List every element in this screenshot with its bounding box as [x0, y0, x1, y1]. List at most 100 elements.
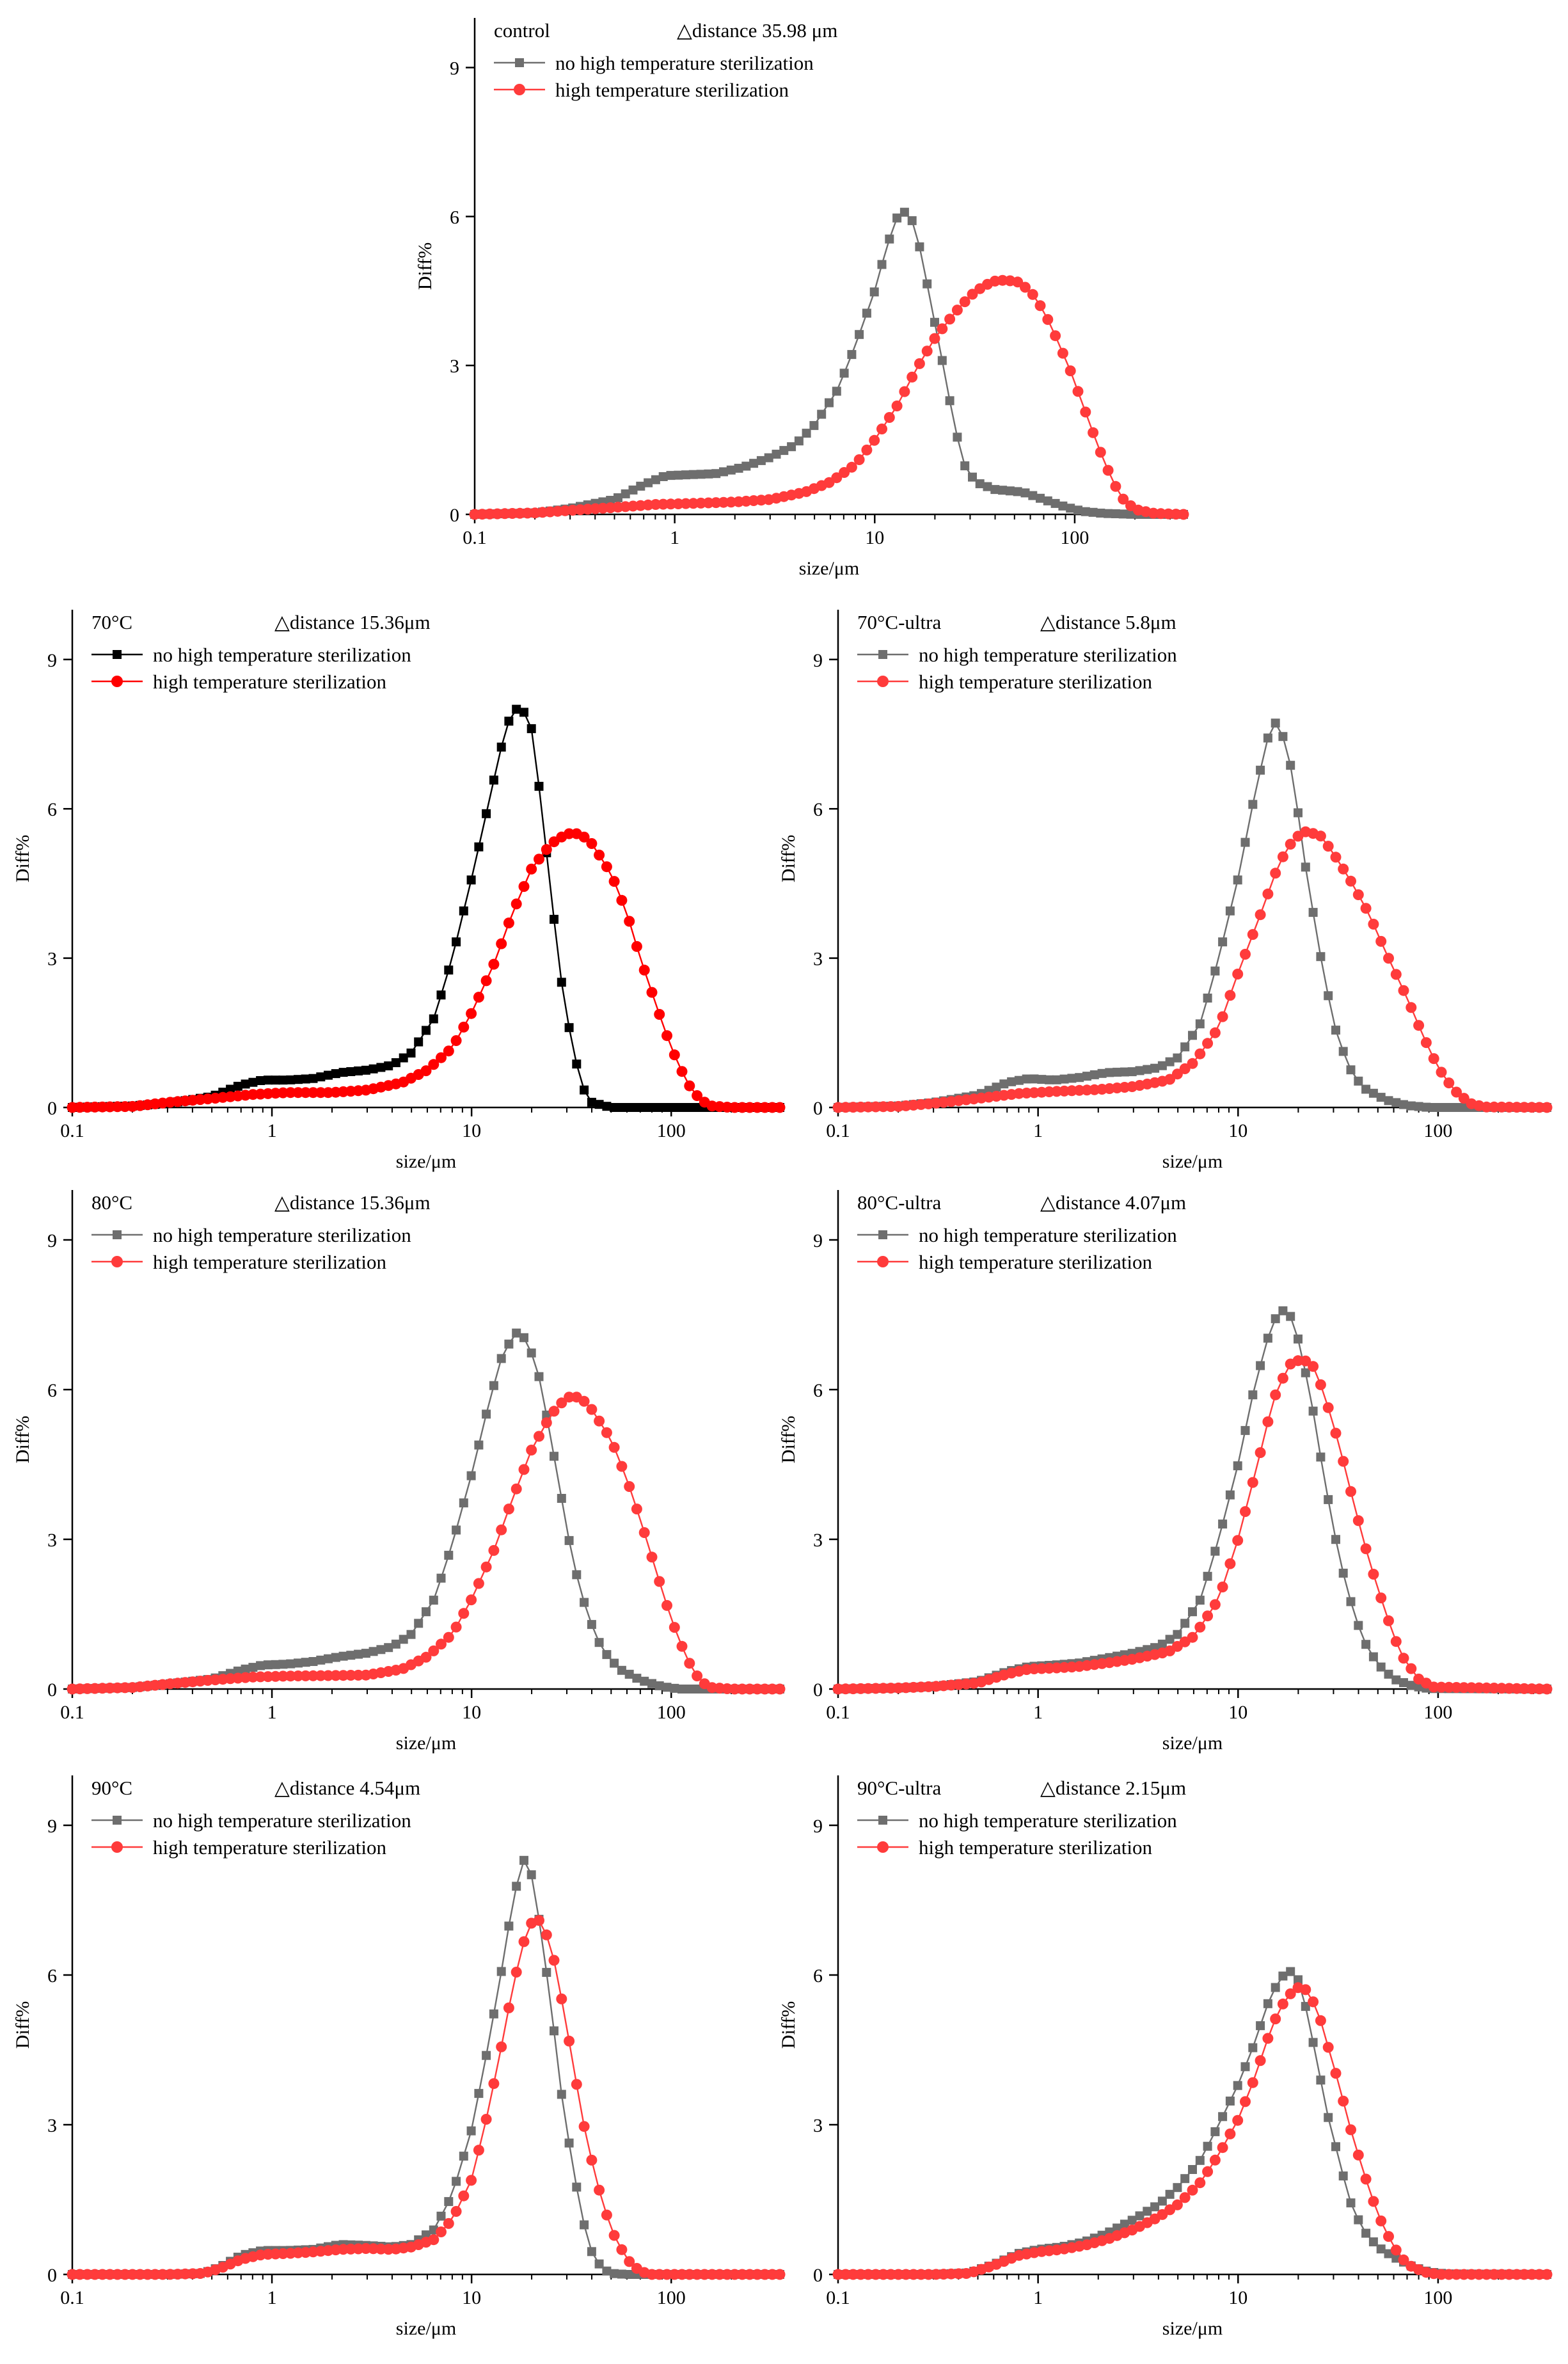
- legend-marker: [113, 1816, 122, 1825]
- data-point: [1338, 863, 1349, 875]
- legend-label: high temperature sterilization: [153, 670, 386, 693]
- x-tick-label: 0.1: [826, 2287, 850, 2308]
- data-point: [1458, 2269, 1469, 2280]
- data-point: [1270, 868, 1281, 879]
- data-point: [608, 876, 620, 887]
- data-point: [512, 1328, 521, 1338]
- data-point: [368, 1647, 378, 1656]
- data-point: [832, 1683, 844, 1695]
- data-point: [572, 1059, 582, 1069]
- data-point: [263, 1075, 273, 1085]
- data-point: [870, 2269, 882, 2280]
- data-point: [1127, 1067, 1137, 1077]
- data-point: [263, 1660, 273, 1670]
- data-point: [444, 1550, 454, 1560]
- data-point: [286, 1659, 296, 1669]
- data-point: [496, 1354, 506, 1363]
- data-point: [548, 1406, 560, 1417]
- data-point: [1225, 2097, 1235, 2106]
- data-point: [946, 2268, 957, 2280]
- data-point: [1118, 509, 1128, 519]
- data-point: [1232, 969, 1244, 980]
- data-point: [1346, 1065, 1356, 1075]
- y-tick-label: 9: [47, 650, 57, 671]
- data-point: [1232, 1535, 1244, 1546]
- data-point: [480, 975, 492, 987]
- data-point: [602, 1650, 612, 1660]
- data-point: [876, 424, 887, 434]
- data-point: [104, 1101, 116, 1113]
- data-point: [443, 1631, 454, 1643]
- data-point: [1240, 1425, 1250, 1435]
- data-point: [1384, 1669, 1393, 1679]
- data-point: [458, 1608, 470, 1619]
- legend-marker: [878, 650, 887, 659]
- data-point: [729, 1683, 740, 1695]
- data-point: [616, 2244, 628, 2255]
- data-point: [661, 1030, 672, 1042]
- data-point: [1511, 1102, 1523, 1113]
- panel-title: 70°C-ultra: [857, 611, 941, 633]
- data-point: [301, 1074, 310, 1084]
- data-point: [1113, 1067, 1122, 1077]
- data-point: [1338, 2095, 1349, 2107]
- y-axis-label: Diff%: [778, 2001, 799, 2049]
- data-point: [846, 461, 857, 473]
- data-point: [1496, 1101, 1507, 1113]
- data-point: [1330, 1427, 1342, 1439]
- data-point: [420, 1651, 432, 1663]
- data-point: [1218, 2112, 1228, 2122]
- data-point: [67, 1102, 78, 1113]
- series-no-sterilization: [834, 1967, 1551, 2279]
- data-point: [436, 1052, 447, 1063]
- y-tick-label: 0: [813, 1679, 823, 1701]
- y-tick-label: 6: [813, 1965, 823, 1987]
- data-point: [744, 1102, 756, 1113]
- data-point: [256, 1076, 265, 1085]
- series-no-sterilization: [470, 207, 1188, 519]
- data-point: [450, 1621, 462, 1633]
- data-point: [1210, 966, 1220, 976]
- data-point: [1533, 2269, 1545, 2280]
- data-point: [646, 1551, 658, 1563]
- data-point: [1262, 1416, 1274, 1427]
- data-point: [602, 1102, 612, 1111]
- legend-marker: [877, 1256, 889, 1267]
- data-point: [255, 1671, 266, 1683]
- data-point: [736, 2269, 748, 2280]
- data-point: [878, 2269, 889, 2280]
- data-point: [300, 1087, 312, 1099]
- data-point: [594, 1638, 604, 1647]
- data-point: [696, 470, 706, 479]
- data-point: [594, 2259, 604, 2269]
- data-point: [1368, 1569, 1379, 1580]
- data-point: [1390, 2244, 1402, 2256]
- data-point: [766, 1102, 778, 1113]
- data-point: [526, 863, 537, 875]
- y-tick-label: 0: [47, 2265, 57, 2286]
- data-point: [832, 386, 841, 396]
- data-point: [1143, 1065, 1152, 1074]
- y-tick-label: 3: [813, 949, 823, 970]
- data-point: [1247, 1477, 1258, 1488]
- data-point: [1089, 1070, 1099, 1079]
- data-point: [1179, 2192, 1191, 2203]
- data-point: [1428, 1053, 1439, 1065]
- data-point: [1294, 1975, 1303, 1985]
- distance-annotation: △distance 4.07μm: [1040, 1191, 1186, 1214]
- data-point: [1414, 1682, 1423, 1692]
- x-axis-label: size/μm: [396, 1733, 456, 1754]
- data-point: [1384, 1096, 1393, 1106]
- data-point: [990, 485, 1000, 495]
- panel-90-C: 0.1 1 10 100 0 3 6 9 size/μm Diff% 90°C △distance 4…: [12, 1775, 786, 2339]
- data-point: [646, 2269, 658, 2280]
- data-point: [1005, 486, 1015, 496]
- data-point: [759, 2269, 770, 2280]
- data-point: [1511, 2269, 1523, 2280]
- legend-marker: [111, 676, 123, 687]
- data-point: [1338, 2171, 1348, 2181]
- data-point: [1330, 2068, 1342, 2079]
- data-point: [722, 2269, 733, 2280]
- legend-marker: [877, 676, 889, 687]
- series-sterilization: [832, 826, 1553, 1113]
